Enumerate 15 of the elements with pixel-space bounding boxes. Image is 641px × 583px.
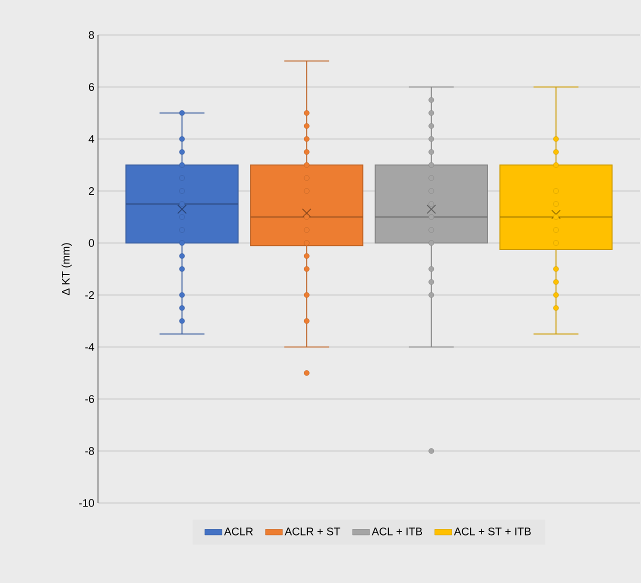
y-tick-label: 0	[88, 239, 94, 247]
legend-label: ACL + ST + ITB	[454, 528, 531, 536]
y-tick-label: 6	[88, 83, 94, 91]
y-tick-label: -4	[85, 343, 94, 351]
y-tick-label: 2	[88, 187, 94, 195]
y-tick-label: -2	[85, 291, 94, 299]
y-tick-label: 8	[88, 31, 94, 39]
y-tick-label: 4	[88, 135, 94, 143]
y-tick-label: -8	[85, 447, 94, 455]
legend-label: ACLR	[224, 528, 253, 536]
y-tick-label: -6	[85, 395, 94, 403]
y-axis-title: Δ KT (mm)	[62, 243, 72, 296]
y-tick-label: -10	[79, 499, 94, 507]
legend-label: ACLR + ST	[284, 528, 340, 536]
legend-label: ACL + ITB	[372, 528, 422, 536]
